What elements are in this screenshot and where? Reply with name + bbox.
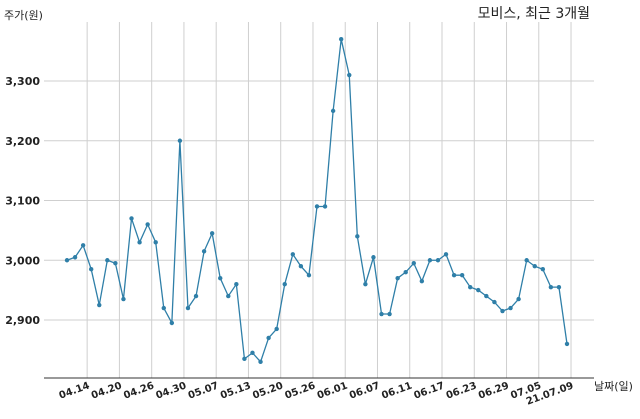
price-point	[64, 258, 70, 263]
x-tick-label: 04.14	[58, 380, 92, 401]
x-tick-label: 05.20	[251, 380, 285, 401]
price-point	[330, 108, 336, 114]
price-point	[451, 272, 457, 278]
price-point	[161, 305, 166, 311]
x-tick-label: 06.23	[445, 380, 479, 401]
price-point	[468, 284, 473, 290]
price-point	[338, 36, 344, 42]
price-point	[185, 305, 191, 311]
price-point	[548, 284, 554, 290]
price-point	[492, 299, 497, 305]
price-point	[419, 278, 425, 284]
price-point	[137, 240, 142, 245]
price-point	[218, 275, 223, 281]
x-tick-label: 06.29	[477, 380, 511, 401]
price-point	[97, 302, 102, 308]
x-axis-label: 날짜(일)	[594, 379, 633, 393]
price-point	[476, 287, 481, 293]
x-tick-label: 06.11	[380, 380, 414, 401]
price-point	[371, 255, 376, 260]
price-point	[153, 240, 158, 245]
y-tick-labels: 2,900 3,000 3,100 3,200 3,300	[5, 75, 40, 327]
x-tick-label: 06.01	[316, 380, 350, 401]
price-point	[484, 293, 489, 299]
chart-title: 모비스, 최근 3개월	[478, 6, 590, 22]
price-point	[532, 264, 537, 269]
price-points	[64, 36, 570, 365]
price-point	[516, 296, 521, 302]
price-point	[145, 222, 150, 227]
price-point	[234, 281, 239, 287]
price-point	[88, 267, 94, 272]
price-point	[177, 138, 183, 143]
price-point	[226, 293, 231, 299]
y-gridlines	[44, 80, 594, 321]
price-point	[435, 258, 441, 263]
price-point	[209, 231, 215, 236]
price-point	[540, 267, 546, 272]
price-point	[258, 359, 263, 365]
price-point	[500, 308, 505, 314]
x-tick-label: 05.07	[187, 380, 221, 401]
y-tick-label: 3,300	[5, 75, 40, 88]
price-point	[266, 335, 271, 341]
x-tick-label: 06.07	[348, 380, 382, 401]
price-point	[314, 204, 320, 209]
price-point	[363, 281, 368, 287]
price-point	[355, 234, 360, 239]
price-point	[250, 350, 255, 356]
price-point	[113, 261, 118, 266]
price-point	[72, 255, 78, 260]
price-point	[298, 264, 304, 269]
price-point	[379, 311, 384, 317]
price-point	[201, 249, 207, 254]
price-point	[306, 272, 312, 278]
y-axis-label: 주가(원)	[4, 9, 43, 22]
x-gridlines	[86, 22, 572, 378]
price-point	[443, 252, 449, 257]
price-point	[564, 341, 570, 347]
price-point	[459, 272, 465, 278]
price-point	[290, 252, 296, 257]
price-point	[105, 258, 110, 263]
price-point	[403, 270, 408, 275]
x-tick-label: 05.13	[219, 380, 253, 401]
price-point	[395, 275, 400, 281]
price-point	[508, 305, 513, 311]
price-point	[121, 296, 126, 302]
price-point	[411, 261, 416, 266]
y-tick-label: 2,900	[5, 314, 40, 327]
price-point	[169, 320, 175, 326]
price-point	[242, 356, 247, 362]
price-point	[347, 72, 352, 78]
price-point	[193, 293, 199, 299]
price-point	[322, 204, 328, 209]
price-point	[80, 243, 86, 248]
x-tick-labels: 04.1404.2004.2604.3005.0705.1305.2005.26…	[58, 380, 575, 407]
x-tick-label: 06.17	[413, 380, 447, 401]
y-tick-label: 3,000	[5, 254, 40, 267]
price-point	[556, 284, 562, 290]
x-tick-label: 04.26	[122, 380, 156, 401]
y-tick-label: 3,200	[5, 135, 40, 148]
price-point	[274, 326, 279, 332]
y-tick-label: 3,100	[5, 195, 40, 208]
x-tick-label: 04.30	[154, 380, 188, 401]
x-tick-label: 05.26	[283, 380, 317, 401]
price-point	[282, 281, 287, 287]
price-point	[129, 216, 134, 221]
price-point	[387, 311, 392, 317]
price-point	[524, 258, 529, 263]
price-point	[427, 258, 433, 263]
x-tick-label: 04.20	[90, 380, 124, 401]
